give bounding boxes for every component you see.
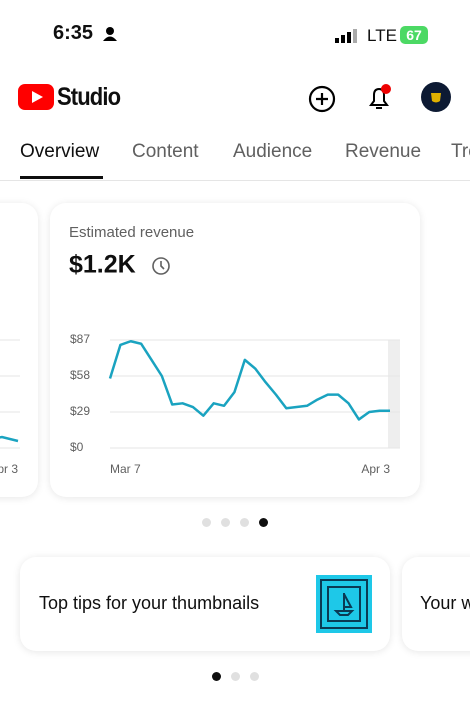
clock-icon (152, 257, 170, 275)
tab[interactable]: Audience (233, 141, 313, 162)
tab[interactable]: Tre (451, 141, 470, 162)
tip-card[interactable]: Top tips for your thumbnails (20, 557, 390, 651)
tab-divider (0, 180, 470, 181)
battery: 67 (400, 26, 428, 44)
pager-dot (231, 672, 240, 681)
tip-thumbnail (316, 575, 372, 633)
chart-subtitle: $1.2K (69, 251, 136, 279)
mini-chart: Apr 3 (0, 339, 20, 476)
notifications-button[interactable] (365, 82, 395, 114)
x-tick-label: Apr 3 (361, 462, 390, 476)
tip-title: Top tips for your thumbnails (39, 593, 260, 613)
pager-dot (212, 672, 221, 681)
y-tick-label: $29 (70, 404, 90, 418)
tip-card[interactable]: Your w (402, 557, 470, 651)
chart: Estimated revenue $1.2K $0 $29 $58 $87 Mar 7… (69, 224, 400, 476)
create-button[interactable] (307, 84, 337, 114)
tab[interactable]: Content (132, 141, 199, 162)
status-time: 6:35 (53, 22, 94, 44)
avatar[interactable] (421, 82, 451, 112)
x-tick-label: Apr 3 (0, 462, 18, 476)
x-tick-label: Mar 7 (110, 462, 141, 476)
pager-dot (240, 518, 249, 527)
pager-dot (259, 518, 268, 527)
line-series (108, 339, 390, 421)
pager-dot (250, 672, 259, 681)
pager-dot (202, 518, 211, 527)
network: LTE (367, 26, 397, 45)
tab[interactable]: Overview (20, 141, 100, 162)
person-icon (103, 27, 117, 41)
pager-dot (221, 518, 230, 527)
tab-indicator (20, 176, 103, 179)
chart-title: Estimated revenue (69, 224, 194, 241)
metric-card[interactable]: Estimated revenue $1.2K $0 $29 $58 $87 Mar 7… (50, 203, 420, 497)
signal-icon (335, 29, 357, 43)
tab[interactable]: Revenue (345, 141, 422, 162)
y-tick-label: $0 (70, 440, 84, 454)
y-tick-label: $87 (70, 332, 90, 346)
app-title: Studio (57, 83, 121, 111)
tip-title: Your w (420, 593, 470, 613)
partial-day-band (388, 340, 400, 448)
youtube-logo[interactable] (18, 84, 54, 110)
y-tick-label: $58 (70, 368, 90, 382)
metric-card[interactable]: Apr 3 (0, 203, 38, 497)
